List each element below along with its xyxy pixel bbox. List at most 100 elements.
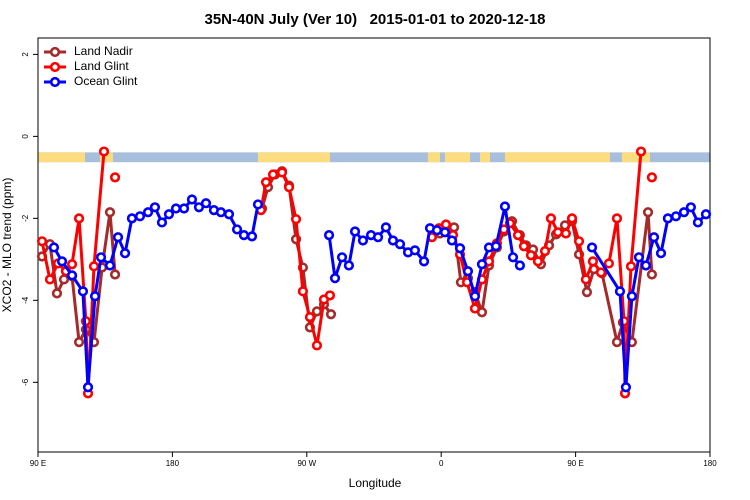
- x-axis-label: Longitude: [349, 476, 402, 490]
- x-tick-label: 90 W: [297, 459, 316, 468]
- x-tick-label: 90 E: [30, 459, 46, 468]
- point: [525, 250, 537, 261]
- point: [587, 256, 599, 267]
- land-strip: [257, 152, 330, 163]
- point: [678, 207, 690, 218]
- point: [134, 211, 146, 222]
- legend-marker: [49, 61, 61, 73]
- point: [73, 337, 85, 348]
- point: [646, 269, 658, 280]
- point: [109, 172, 121, 183]
- point: [635, 146, 647, 157]
- x-tick-label: 0: [439, 459, 444, 468]
- y-axis-label: XCO2 - MLO trend (ppm): [0, 178, 14, 313]
- point: [640, 260, 652, 271]
- point: [648, 232, 660, 243]
- point: [580, 274, 592, 285]
- point: [595, 267, 607, 278]
- point: [193, 202, 205, 213]
- point: [620, 382, 632, 393]
- point: [409, 245, 421, 256]
- y-tick-label: -2: [21, 214, 30, 222]
- point: [82, 382, 94, 393]
- x-tick-label: 180: [703, 459, 717, 468]
- point: [126, 213, 138, 224]
- point: [36, 236, 48, 247]
- point: [611, 337, 623, 348]
- point: [372, 232, 384, 243]
- point: [44, 274, 56, 285]
- point: [149, 202, 161, 213]
- point: [170, 203, 182, 214]
- point: [324, 290, 336, 301]
- point: [545, 213, 557, 224]
- legend-label: Land Nadir: [74, 44, 133, 58]
- point: [88, 261, 100, 272]
- point: [431, 225, 443, 236]
- land-strip: [480, 152, 491, 163]
- point: [560, 228, 571, 239]
- land-strip: [427, 152, 441, 163]
- point: [252, 199, 264, 210]
- point: [238, 230, 250, 241]
- point: [156, 217, 168, 228]
- legend-marker: [49, 46, 61, 58]
- point: [311, 340, 323, 351]
- point: [98, 146, 110, 157]
- point: [89, 291, 101, 302]
- point: [685, 202, 696, 213]
- point: [692, 217, 704, 228]
- point: [215, 207, 227, 218]
- point: [439, 227, 451, 238]
- point: [142, 207, 154, 218]
- point: [51, 288, 63, 299]
- point: [476, 259, 488, 270]
- point: [646, 172, 658, 183]
- point: [499, 201, 511, 212]
- y-tick-label: -4: [21, 296, 30, 304]
- point: [77, 286, 89, 297]
- point: [329, 273, 341, 284]
- point: [357, 235, 369, 246]
- point: [440, 219, 452, 230]
- point: [642, 207, 654, 218]
- point: [119, 248, 131, 259]
- point: [349, 226, 361, 237]
- point: [73, 213, 85, 224]
- point: [662, 213, 673, 224]
- point: [276, 167, 288, 178]
- point: [586, 242, 598, 253]
- point: [603, 258, 615, 269]
- point: [95, 252, 107, 263]
- point: [611, 213, 623, 224]
- point: [418, 256, 430, 267]
- land-strip: [99, 152, 113, 163]
- x-tick-label: 180: [166, 459, 180, 468]
- legend-label: Ocean Glint: [74, 74, 138, 88]
- point: [490, 241, 502, 252]
- point: [56, 256, 68, 267]
- plot-frame: [37, 37, 711, 453]
- point: [625, 261, 637, 272]
- point: [200, 198, 212, 209]
- point: [700, 209, 712, 220]
- land-strip: [444, 152, 471, 163]
- point: [655, 248, 667, 259]
- point: [66, 270, 78, 281]
- point: [573, 236, 585, 247]
- point: [532, 256, 544, 267]
- point: [48, 242, 60, 253]
- point: [304, 312, 316, 323]
- chart-title: 35N-40N July (Ver 10) 2015-01-01 to 2020…: [204, 11, 545, 28]
- x-tick-label: 90 E: [567, 459, 583, 468]
- point: [626, 291, 637, 302]
- series-line: [52, 198, 708, 389]
- point: [260, 177, 272, 188]
- legend-label: Land Glint: [74, 59, 129, 73]
- point: [325, 309, 337, 320]
- point: [518, 241, 530, 252]
- series-line: [42, 152, 652, 394]
- land-strip: [621, 152, 650, 163]
- point: [336, 252, 348, 263]
